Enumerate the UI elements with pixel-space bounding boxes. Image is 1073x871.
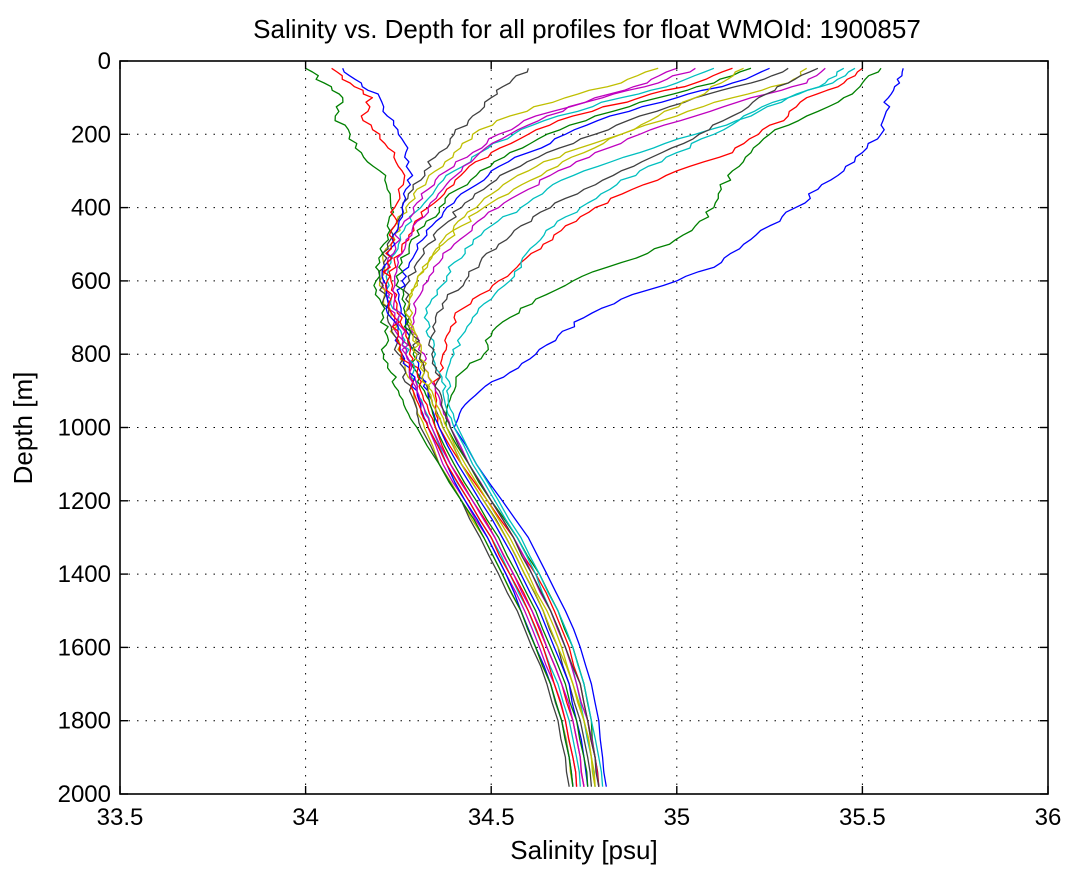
y-axis-label: Depth [m] (8, 372, 38, 485)
y-tick-label: 1800 (58, 708, 111, 735)
grid-lines (120, 61, 1048, 794)
x-tick-label: 34.5 (468, 804, 515, 831)
profile-line (445, 67, 856, 787)
x-axis-label: Salinity [psu] (510, 835, 657, 865)
x-tick-label: 36 (1035, 804, 1062, 831)
y-tick-label: 1000 (58, 415, 111, 442)
y-tick-label: 1200 (58, 488, 111, 515)
x-tick-label: 33.5 (97, 804, 144, 831)
profile-line (395, 67, 752, 787)
y-tick-label: 1600 (58, 634, 111, 661)
profile-line (305, 67, 574, 787)
profile-line (404, 67, 744, 787)
y-tick-label: 0 (98, 48, 111, 75)
plot-area (305, 67, 904, 787)
profile-line (428, 67, 819, 787)
tick-marks (119, 60, 1049, 795)
x-tick-label: 35 (663, 804, 690, 831)
chart-title: Salinity vs. Depth for all profiles for … (253, 14, 921, 44)
y-tick-label: 2000 (58, 781, 111, 808)
profile-line (388, 67, 733, 787)
profile-line (433, 67, 863, 787)
profile-line (392, 67, 678, 787)
x-tick-labels: 33.5 34 34.5 35 35.5 36 (97, 804, 1062, 831)
profile-line (331, 67, 578, 787)
y-tick-label: 200 (71, 121, 111, 148)
x-tick-label: 34 (292, 804, 319, 831)
y-tick-labels: 0 200 400 600 800 1000 1200 1400 1600 1800 2000 (58, 48, 111, 808)
profile-lines (305, 67, 904, 787)
y-tick-label: 1400 (58, 561, 111, 588)
profile-line (423, 67, 845, 787)
y-tick-label: 800 (71, 341, 111, 368)
profile-line (453, 68, 904, 787)
y-tick-label: 400 (71, 195, 111, 222)
x-tick-label: 35.5 (839, 804, 886, 831)
y-tick-label: 600 (71, 268, 111, 295)
profile-line (396, 67, 770, 787)
